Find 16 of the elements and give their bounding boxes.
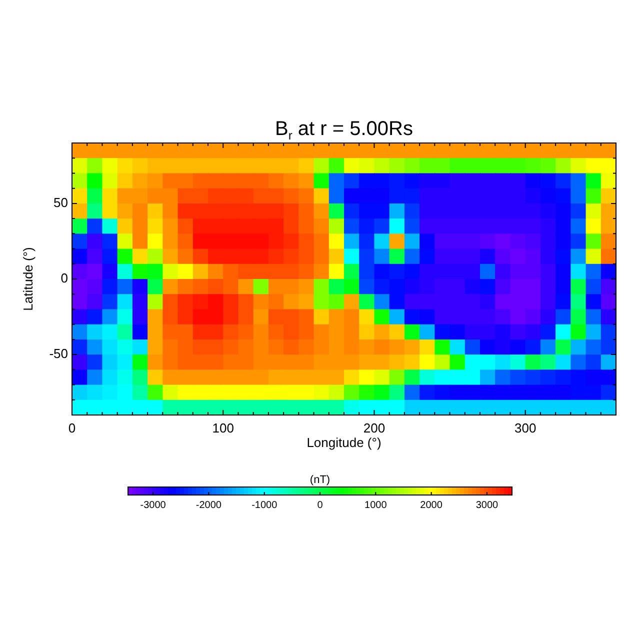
y-axis-title: Latitude (°) — [20, 247, 36, 311]
color-bar-label: 0 — [317, 500, 324, 511]
color-bar-label: 3000 — [476, 500, 499, 511]
x-tick-label: 200 — [363, 420, 386, 436]
y-tick-label: 0 — [60, 270, 68, 286]
x-tick-label: 100 — [212, 420, 234, 436]
color-bar-label: -2000 — [196, 500, 222, 511]
color-bar-label: -1000 — [252, 500, 278, 511]
x-tick-label: 300 — [514, 420, 536, 436]
color-bar-title: (nT) — [310, 474, 330, 486]
x-axis-title: Longitude (°) — [306, 434, 382, 450]
color-bar-label: -3000 — [140, 500, 166, 511]
y-tick-label: 50 — [54, 195, 68, 210]
color-bar-label: 1000 — [364, 500, 388, 511]
color-bar-label: 2000 — [420, 500, 443, 511]
y-tick-label: -50 — [49, 346, 68, 362]
